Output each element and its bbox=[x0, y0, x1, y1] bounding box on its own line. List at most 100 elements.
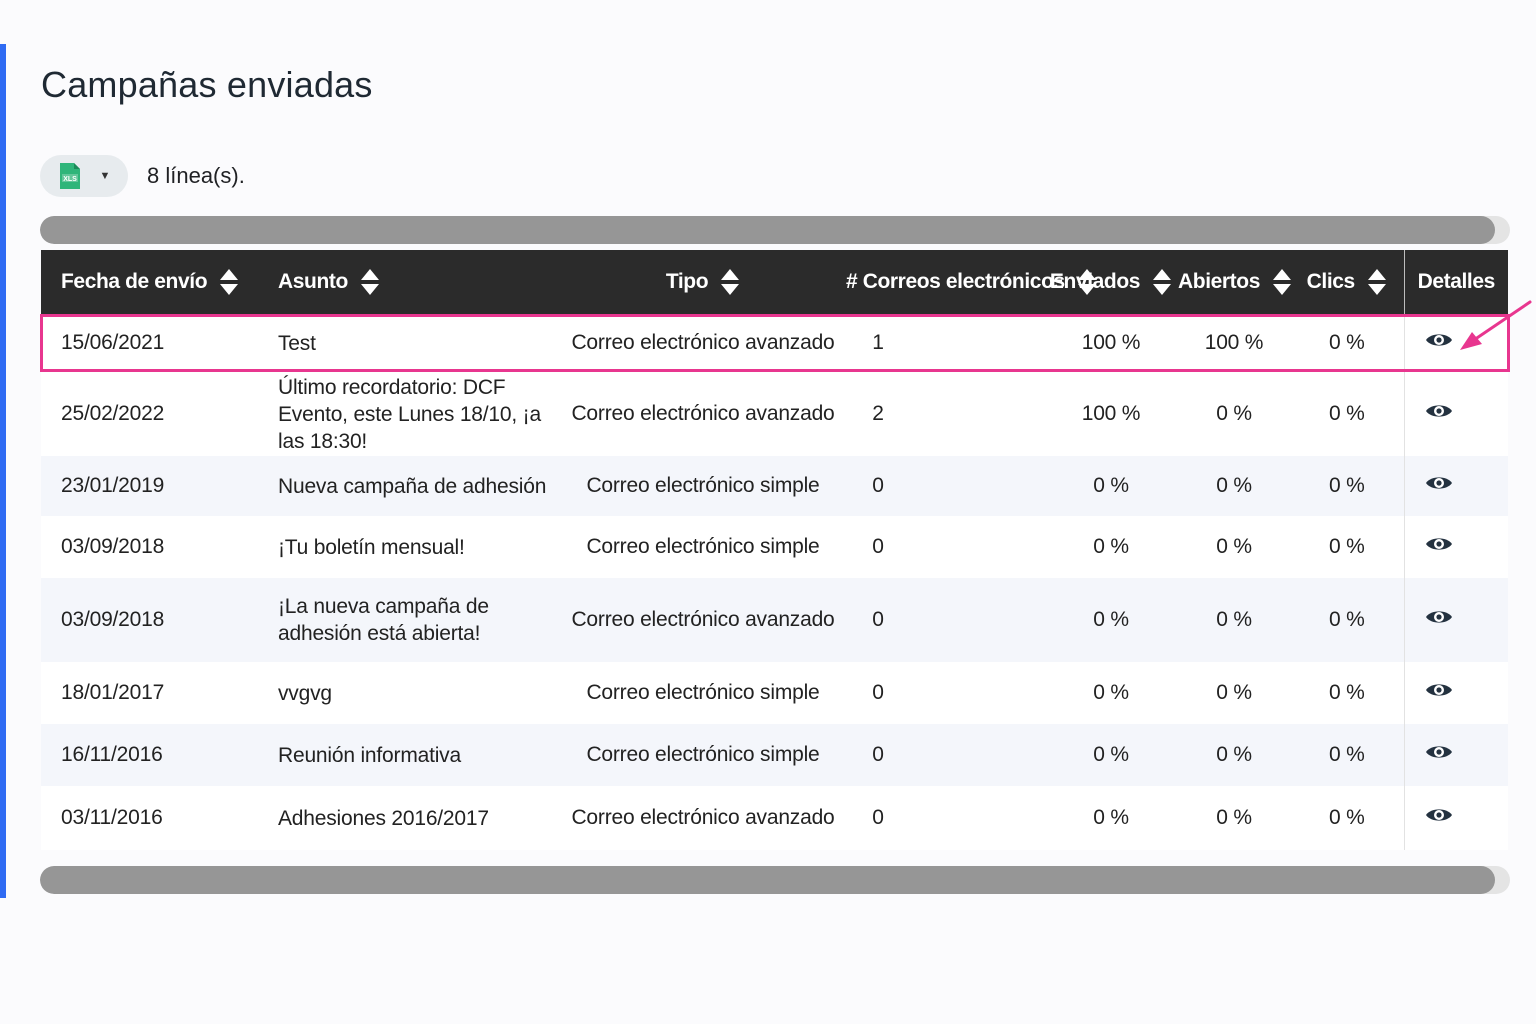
left-accent-bar bbox=[0, 44, 6, 898]
cell-emails: 0 bbox=[846, 516, 1044, 578]
eye-icon[interactable] bbox=[1425, 608, 1453, 626]
cell-clicks: 0 % bbox=[1290, 314, 1404, 372]
cell-emails-text: 1 bbox=[872, 331, 884, 354]
cell-emails-text: 0 bbox=[872, 474, 884, 497]
cell-emails: 1 bbox=[846, 314, 1044, 372]
export-xls-button[interactable]: XLS ▼ bbox=[40, 155, 128, 197]
cell-emails-text: 2 bbox=[872, 402, 884, 425]
cell-opened: 0 % bbox=[1178, 662, 1290, 724]
sort-updown-icon[interactable] bbox=[1077, 268, 1097, 296]
cell-type-text: Correo electrónico avanzado bbox=[571, 331, 835, 354]
cell-clicks: 0 % bbox=[1290, 578, 1404, 662]
cell-date-text: 25/02/2022 bbox=[61, 402, 165, 425]
cell-sent: 0 % bbox=[1044, 724, 1178, 786]
cell-subject-text: ¡Tu boletín mensual! bbox=[278, 535, 465, 559]
cell-opened: 100 % bbox=[1178, 314, 1290, 372]
cell-type-text: Correo electrónico avanzado bbox=[571, 608, 835, 631]
cell-subject-text: Último recordatorio: DCF Evento, este Lu… bbox=[278, 375, 541, 453]
cell-clicks: 0 % bbox=[1290, 516, 1404, 578]
cell-emails: 0 bbox=[846, 724, 1044, 786]
cell-date-text: 23/01/2019 bbox=[61, 474, 165, 497]
cell-clicks-text: 0 % bbox=[1328, 331, 1365, 354]
toolbar: XLS ▼ 8 línea(s). bbox=[40, 155, 245, 197]
column-header-details-label: Detalles bbox=[1417, 270, 1496, 293]
sort-updown-icon[interactable] bbox=[360, 268, 380, 296]
cell-sent-text: 0 % bbox=[1093, 743, 1129, 766]
cell-date-text: 18/01/2017 bbox=[61, 681, 165, 704]
column-header-date-label: Fecha de envío bbox=[61, 270, 208, 293]
column-header-emails[interactable]: # Correos electrónicos bbox=[846, 250, 1096, 314]
scrollbar-thumb[interactable] bbox=[40, 216, 1496, 244]
cell-subject: vvgvg bbox=[260, 662, 560, 724]
eye-icon[interactable] bbox=[1425, 331, 1453, 349]
cell-type-text: Correo electrónico simple bbox=[586, 681, 820, 704]
cell-type: Correo electrónico avanzado bbox=[560, 786, 846, 850]
scrollbar-thumb[interactable] bbox=[40, 866, 1496, 894]
cell-opened: 0 % bbox=[1178, 372, 1290, 456]
column-header-type[interactable]: Tipo bbox=[560, 250, 846, 314]
column-header-sent[interactable]: Enviados bbox=[1044, 250, 1178, 314]
horizontal-scrollbar-bottom[interactable] bbox=[40, 866, 1510, 894]
cell-emails-text: 0 bbox=[872, 681, 884, 704]
column-header-subject-label: Asunto bbox=[278, 270, 348, 293]
table-row: 03/09/2018 ¡Tu boletín mensual! Correo ele… bbox=[41, 516, 1508, 578]
cell-date: 15/06/2021 bbox=[41, 314, 260, 372]
cell-opened: 0 % bbox=[1178, 516, 1290, 578]
sort-updown-icon[interactable] bbox=[1367, 268, 1387, 296]
table-row: 23/01/2019 Nueva campaña de adhesión Corre… bbox=[41, 456, 1508, 516]
cell-type: Correo electrónico simple bbox=[560, 662, 846, 724]
cell-opened: 0 % bbox=[1178, 456, 1290, 516]
cell-clicks: 0 % bbox=[1290, 662, 1404, 724]
cell-sent-text: 0 % bbox=[1093, 474, 1129, 497]
eye-icon[interactable] bbox=[1425, 743, 1453, 761]
column-header-clicks[interactable]: Clics bbox=[1290, 250, 1404, 314]
cell-subject: Nueva campaña de adhesión bbox=[260, 456, 560, 516]
campaigns-table-container: Fecha de envío Asunto Tipo # Correos ele… bbox=[41, 250, 1508, 854]
column-header-date[interactable]: Fecha de envío bbox=[41, 250, 260, 314]
cell-type: Correo electrónico avanzado bbox=[560, 578, 846, 662]
cell-clicks-text: 0 % bbox=[1328, 535, 1365, 558]
cell-subject-text: Test bbox=[278, 331, 316, 355]
cell-opened-text: 0 % bbox=[1216, 474, 1252, 497]
eye-icon[interactable] bbox=[1425, 806, 1453, 824]
table-row: 03/11/2016 Adhesiones 2016/2017 Correo ele… bbox=[41, 786, 1508, 850]
cell-date: 03/11/2016 bbox=[41, 786, 260, 850]
column-header-subject[interactable]: Asunto bbox=[260, 250, 560, 314]
eye-icon[interactable] bbox=[1425, 474, 1453, 492]
column-header-emails-label: # Correos electrónicos bbox=[846, 270, 1065, 293]
eye-icon[interactable] bbox=[1425, 535, 1453, 553]
column-header-type-label: Tipo bbox=[665, 270, 709, 293]
sort-updown-icon[interactable] bbox=[219, 268, 239, 296]
cell-opened-text: 0 % bbox=[1216, 806, 1252, 829]
sort-updown-icon[interactable] bbox=[720, 268, 740, 296]
cell-type: Correo electrónico avanzado bbox=[560, 314, 846, 372]
cell-date-text: 15/06/2021 bbox=[61, 331, 165, 354]
cell-date-text: 03/09/2018 bbox=[61, 535, 165, 558]
cell-emails: 0 bbox=[846, 578, 1044, 662]
cell-sent-text: 0 % bbox=[1093, 608, 1129, 631]
cell-type-text: Correo electrónico simple bbox=[586, 474, 820, 497]
cell-opened: 0 % bbox=[1178, 578, 1290, 662]
cell-type-text: Correo electrónico avanzado bbox=[571, 402, 835, 425]
cell-details bbox=[1403, 578, 1508, 662]
eye-icon[interactable] bbox=[1425, 402, 1453, 420]
cell-date: 23/01/2019 bbox=[41, 456, 260, 516]
eye-icon[interactable] bbox=[1425, 681, 1453, 699]
cell-opened-text: 0 % bbox=[1216, 743, 1252, 766]
sort-updown-icon[interactable] bbox=[1272, 268, 1292, 296]
cell-opened-text: 0 % bbox=[1216, 402, 1252, 425]
cell-details bbox=[1403, 724, 1508, 786]
page-title: Campañas enviadas bbox=[41, 64, 373, 105]
cell-subject-text: vvgvg bbox=[278, 681, 332, 705]
cell-date: 16/11/2016 bbox=[41, 724, 260, 786]
column-header-opened[interactable]: Abiertos bbox=[1178, 250, 1292, 314]
cell-date: 03/09/2018 bbox=[41, 578, 260, 662]
table-row: 16/11/2016 Reunión informativa Correo elec… bbox=[41, 724, 1508, 786]
cell-opened-text: 0 % bbox=[1216, 535, 1252, 558]
cell-details bbox=[1403, 786, 1508, 850]
horizontal-scrollbar-top[interactable] bbox=[40, 216, 1510, 244]
column-header-clicks-label: Clics bbox=[1306, 270, 1356, 293]
table-header-row: Fecha de envío Asunto Tipo # Correos ele… bbox=[41, 250, 1508, 314]
cell-sent: 0 % bbox=[1044, 516, 1178, 578]
sort-updown-icon[interactable] bbox=[1152, 268, 1172, 296]
